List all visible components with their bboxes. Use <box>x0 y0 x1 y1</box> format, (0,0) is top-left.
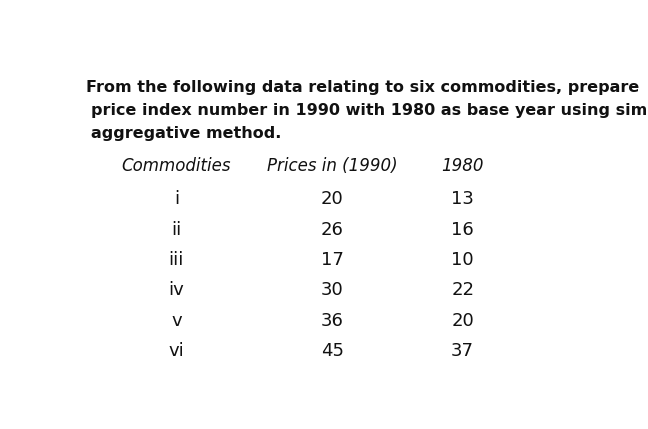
Text: price index number in 1990 with 1980 as base year using simple: price index number in 1990 with 1980 as … <box>91 103 648 118</box>
Text: ii: ii <box>171 221 181 239</box>
Text: Prices in (1990): Prices in (1990) <box>267 157 397 175</box>
Text: 30: 30 <box>321 281 343 299</box>
Text: 45: 45 <box>321 342 343 360</box>
Text: 26: 26 <box>321 221 343 239</box>
Text: 1980: 1980 <box>441 157 484 175</box>
Text: From the following data relating to six commodities, prepare: From the following data relating to six … <box>86 79 639 94</box>
Text: 16: 16 <box>451 221 474 239</box>
Text: 20: 20 <box>321 190 343 208</box>
Text: 36: 36 <box>321 312 343 330</box>
Text: iv: iv <box>168 281 184 299</box>
Text: 10: 10 <box>452 251 474 269</box>
Text: 37: 37 <box>451 342 474 360</box>
Text: aggregative method.: aggregative method. <box>91 126 281 141</box>
Text: i: i <box>174 190 179 208</box>
Text: iii: iii <box>168 251 184 269</box>
Text: 13: 13 <box>451 190 474 208</box>
Text: 22: 22 <box>451 281 474 299</box>
Text: Commodities: Commodities <box>122 157 231 175</box>
Text: v: v <box>171 312 181 330</box>
Text: 20: 20 <box>451 312 474 330</box>
Text: vi: vi <box>168 342 184 360</box>
Text: 17: 17 <box>321 251 343 269</box>
